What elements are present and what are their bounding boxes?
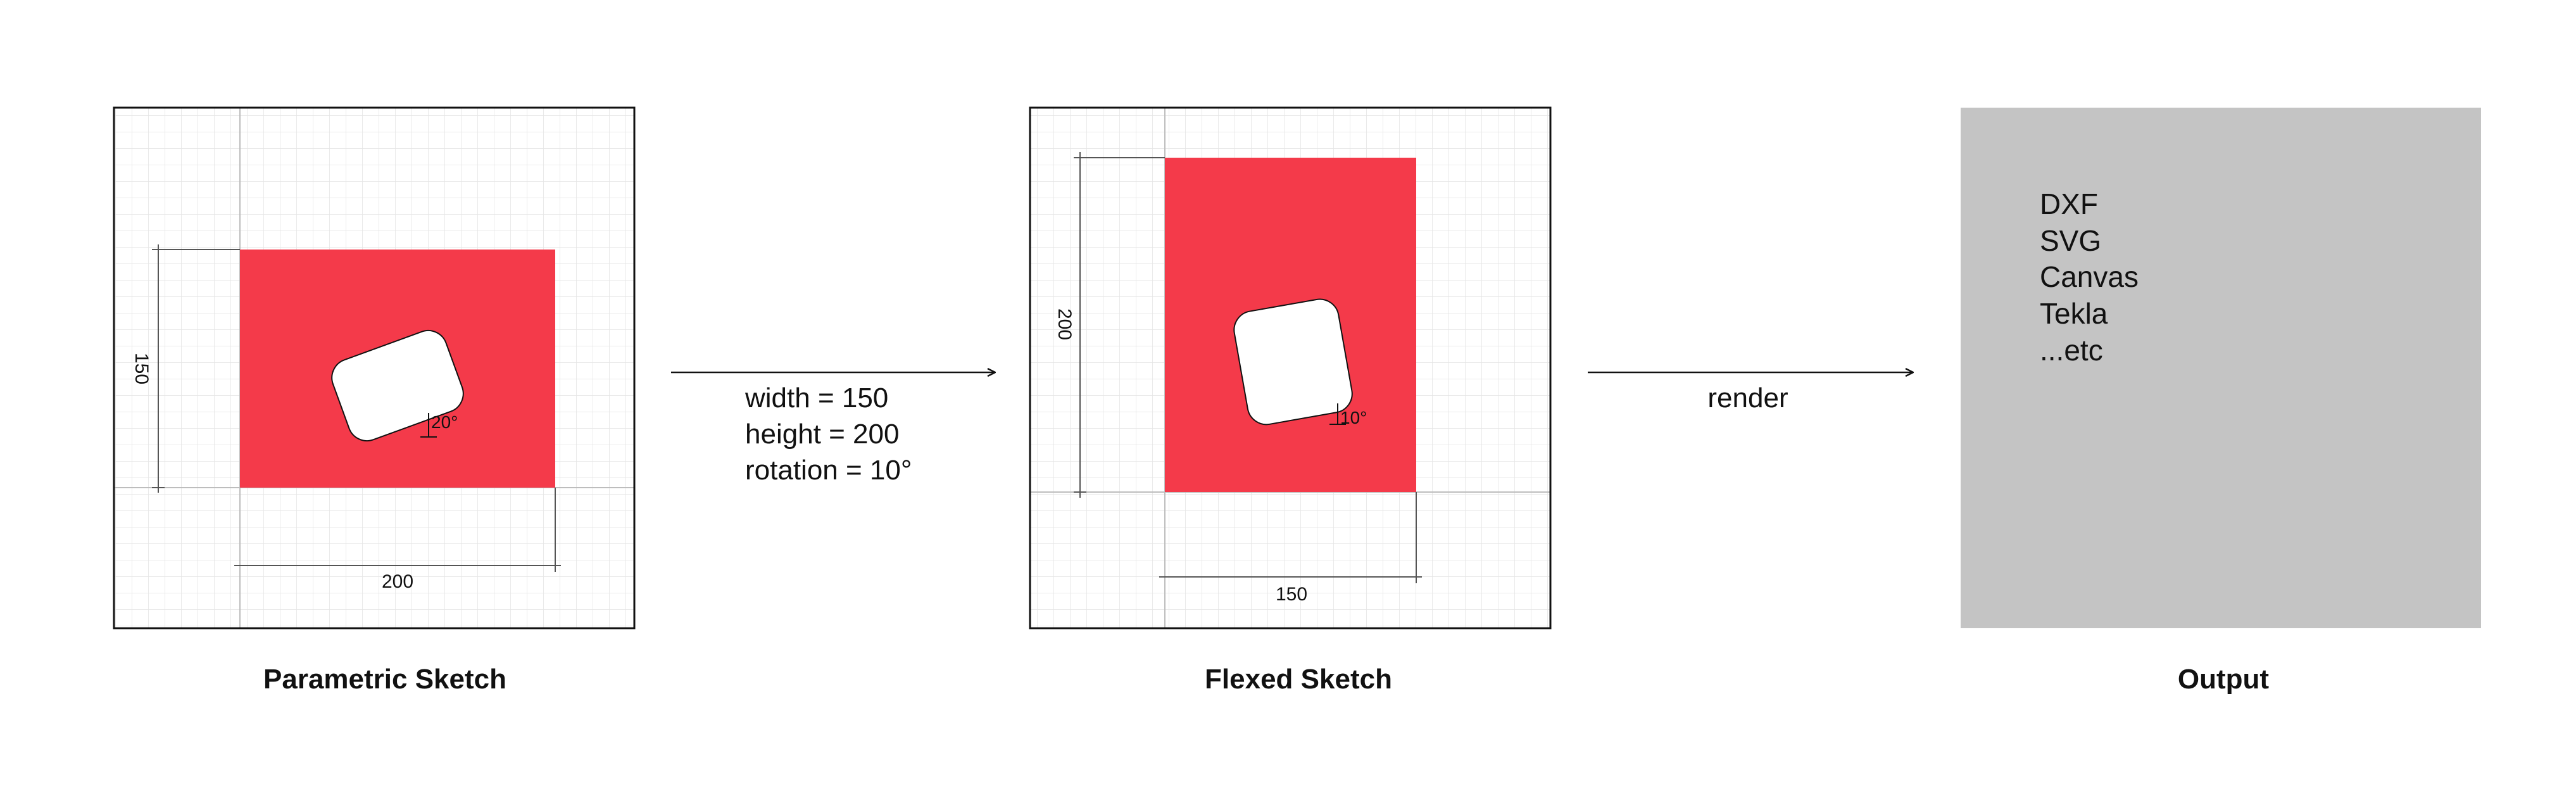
parametric-frame (113, 106, 636, 629)
render-label: render (1707, 383, 1788, 414)
param-height: height = 200 (745, 419, 899, 450)
output-format-canvas: Canvas (2040, 260, 2139, 293)
flexed-frame (1029, 106, 1552, 629)
flexed-height-label: 200 (1054, 308, 1075, 340)
param-width: width = 150 (745, 383, 888, 414)
parametric-height-dimension (152, 244, 240, 493)
parametric-width-dimension (234, 488, 561, 572)
output-title: Output (2178, 664, 2270, 695)
flexed-width-label: 150 (1276, 584, 1307, 605)
flex-arrow-group: width = 150 height = 200 rotation = 10° (671, 372, 995, 486)
flexed-title: Flexed Sketch (1205, 664, 1392, 695)
flexed-height-dimension (1074, 152, 1165, 498)
flexed-width-dimension (1159, 492, 1422, 583)
parametric-sketch-panel: 20° 150 200 Parametric Sketch (113, 106, 636, 695)
output-format-dxf: DXF (2040, 187, 2098, 220)
parametric-title: Parametric Sketch (263, 664, 506, 695)
parametric-width-label: 200 (382, 571, 413, 592)
output-panel: DXF SVG Canvas Tekla ...etc Output (1961, 108, 2481, 695)
output-format-tekla: Tekla (2040, 297, 2108, 330)
flexed-angle-marker (1329, 403, 1346, 425)
flexed-angle-label: 10° (1340, 408, 1367, 427)
parametric-angle-label: 20° (431, 412, 458, 432)
flexed-hole (1233, 298, 1353, 426)
output-format-svg: SVG (2040, 224, 2101, 257)
parametric-height-label: 150 (131, 353, 152, 384)
output-box (1961, 108, 2481, 628)
render-arrow-group: render (1588, 372, 1913, 414)
output-format-etc: ...etc (2040, 334, 2103, 367)
flexed-sketch-panel: 10° 200 150 Flexed Sketch (1029, 106, 1552, 695)
parametric-angle-marker (420, 413, 437, 438)
parametric-hole (331, 330, 464, 441)
param-rotation: rotation = 10° (745, 455, 912, 486)
